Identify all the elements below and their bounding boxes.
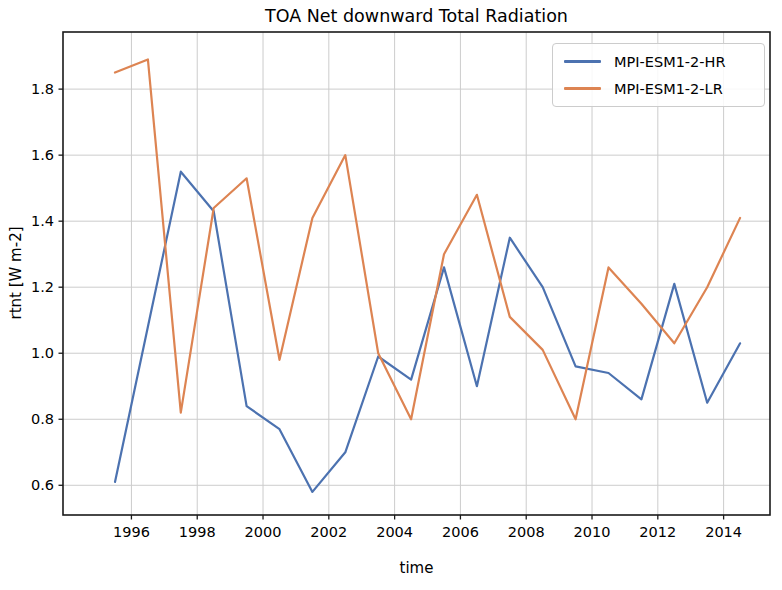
y-tick-label: 1.0 (31, 345, 54, 361)
y-tick-label: 1.2 (31, 279, 54, 295)
y-axis-label: rtnt [W m-2] (7, 226, 25, 319)
x-tick-label: 2004 (376, 524, 413, 540)
x-tick-label: 1998 (179, 524, 216, 540)
x-tick-label: 2000 (245, 524, 282, 540)
legend-label-hr: MPI-ESM1-2-HR (614, 54, 726, 70)
legend-entry-lr: MPI-ESM1-2-LR (553, 75, 764, 102)
x-tick-label: 2010 (574, 524, 611, 540)
legend-label-lr: MPI-ESM1-2-LR (614, 81, 723, 97)
legend-entry-hr: MPI-ESM1-2-HR (553, 48, 764, 75)
chart-title: TOA Net downward Total Radiation (63, 6, 770, 26)
legend: MPI-ESM1-2-HR MPI-ESM1-2-LR (552, 43, 765, 107)
legend-line-swatch-lr (564, 87, 601, 90)
figure: 1996 1998 2000 2002 2004 2006 2008 2010 2012 2014… (0, 0, 782, 590)
x-tick-label: 2006 (442, 524, 479, 540)
y-tick-label: 1.6 (31, 147, 54, 163)
x-tick-label: 2002 (310, 524, 347, 540)
legend-line-swatch-hr (564, 60, 601, 63)
x-tick-label: 1996 (113, 524, 150, 540)
y-tick-label: 0.8 (31, 411, 54, 427)
y-tick-label: 0.6 (31, 477, 54, 493)
y-tick-label: 1.4 (31, 213, 54, 229)
x-tick-label: 2012 (639, 524, 676, 540)
x-axis-label: time (63, 559, 770, 577)
x-tick-label: 2008 (508, 524, 545, 540)
x-tick-label: 2014 (705, 524, 742, 540)
y-tick-label: 1.8 (31, 81, 54, 97)
series-line-mpi-esm1-2-lr (115, 59, 740, 419)
